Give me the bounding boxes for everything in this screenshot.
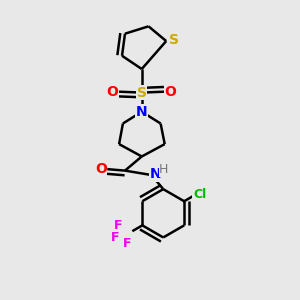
Text: O: O bbox=[165, 85, 176, 99]
Text: O: O bbox=[95, 162, 107, 176]
Text: F: F bbox=[114, 219, 123, 232]
Text: N: N bbox=[136, 105, 148, 119]
Text: N: N bbox=[149, 167, 161, 181]
Text: O: O bbox=[107, 85, 118, 99]
Text: F: F bbox=[122, 237, 131, 250]
Text: F: F bbox=[111, 231, 120, 244]
Text: S: S bbox=[137, 85, 147, 100]
Text: H: H bbox=[159, 163, 169, 176]
Text: Cl: Cl bbox=[193, 188, 206, 201]
Text: S: S bbox=[169, 33, 179, 46]
